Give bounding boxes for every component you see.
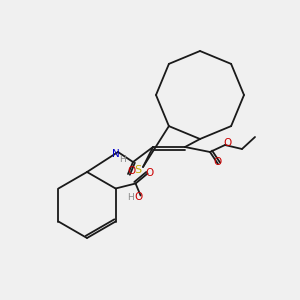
- Text: O: O: [146, 169, 154, 178]
- Text: N: N: [112, 149, 120, 159]
- Text: O: O: [134, 193, 143, 202]
- Text: H: H: [127, 193, 134, 202]
- Text: O: O: [127, 166, 135, 176]
- Text: H: H: [120, 155, 126, 164]
- Text: O: O: [213, 157, 221, 167]
- Text: S: S: [134, 165, 142, 175]
- Text: O: O: [223, 138, 231, 148]
